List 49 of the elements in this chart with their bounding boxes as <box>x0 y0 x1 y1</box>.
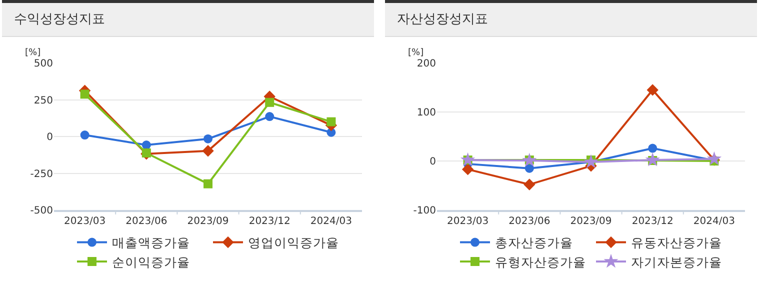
x-tick-label: 2023/09 <box>187 216 229 227</box>
x-tick-label: 2024/03 <box>310 216 352 227</box>
point <box>460 152 476 166</box>
y-tick-label: 250 <box>34 95 53 106</box>
point <box>142 148 151 158</box>
point <box>522 152 537 167</box>
point <box>204 179 212 188</box>
y-axis-title: [%] <box>408 48 424 58</box>
y-tick-label: 0 <box>46 132 53 143</box>
y-tick-label: -100 <box>413 206 436 216</box>
point <box>204 134 212 144</box>
point <box>202 145 214 157</box>
x-tick-label: 2023/03 <box>64 216 106 227</box>
x-tick-label: 2023/03 <box>447 216 489 227</box>
x-tick-label: 2023/09 <box>570 216 612 227</box>
point <box>326 117 336 126</box>
x-tick-label: 2023/12 <box>248 216 290 227</box>
point <box>584 154 598 168</box>
legend-label: 순이익증가율 <box>112 254 190 270</box>
y-tick-label: 100 <box>416 108 436 118</box>
point <box>80 90 90 99</box>
y-tick-label: -500 <box>30 206 53 216</box>
legend-label: 유동자산증가율 <box>631 235 722 250</box>
point <box>706 151 722 166</box>
y-tick-label: 500 <box>34 58 53 70</box>
point <box>645 152 660 166</box>
x-tick-label: 2023/12 <box>632 216 674 227</box>
point <box>524 164 534 173</box>
point <box>265 98 274 107</box>
chart-title: 수익성장성지표 <box>2 3 374 37</box>
chart-title: 자산성장성지표 <box>385 3 757 37</box>
y-tick-label: -250 <box>30 168 53 180</box>
legend-label: 매출액증가율 <box>112 235 190 250</box>
point <box>265 112 274 122</box>
point <box>648 144 658 153</box>
y-tick-label: 200 <box>416 58 436 70</box>
y-axis-title: [%] <box>25 48 41 58</box>
legend-label: 영업이익증가율 <box>248 235 339 250</box>
legend-label: 유형자산증가율 <box>495 254 586 270</box>
point <box>80 130 90 140</box>
x-tick-label: 2024/03 <box>693 216 735 227</box>
x-tick-label: 2023/06 <box>126 216 168 227</box>
point <box>462 163 474 176</box>
x-tick-label: 2023/06 <box>508 216 550 227</box>
y-tick-label: 0 <box>430 156 436 168</box>
point <box>524 178 536 190</box>
point <box>646 84 658 96</box>
legend-label: 자기자본증가율 <box>631 254 722 270</box>
legend-label: 총자산증가율 <box>495 235 573 250</box>
